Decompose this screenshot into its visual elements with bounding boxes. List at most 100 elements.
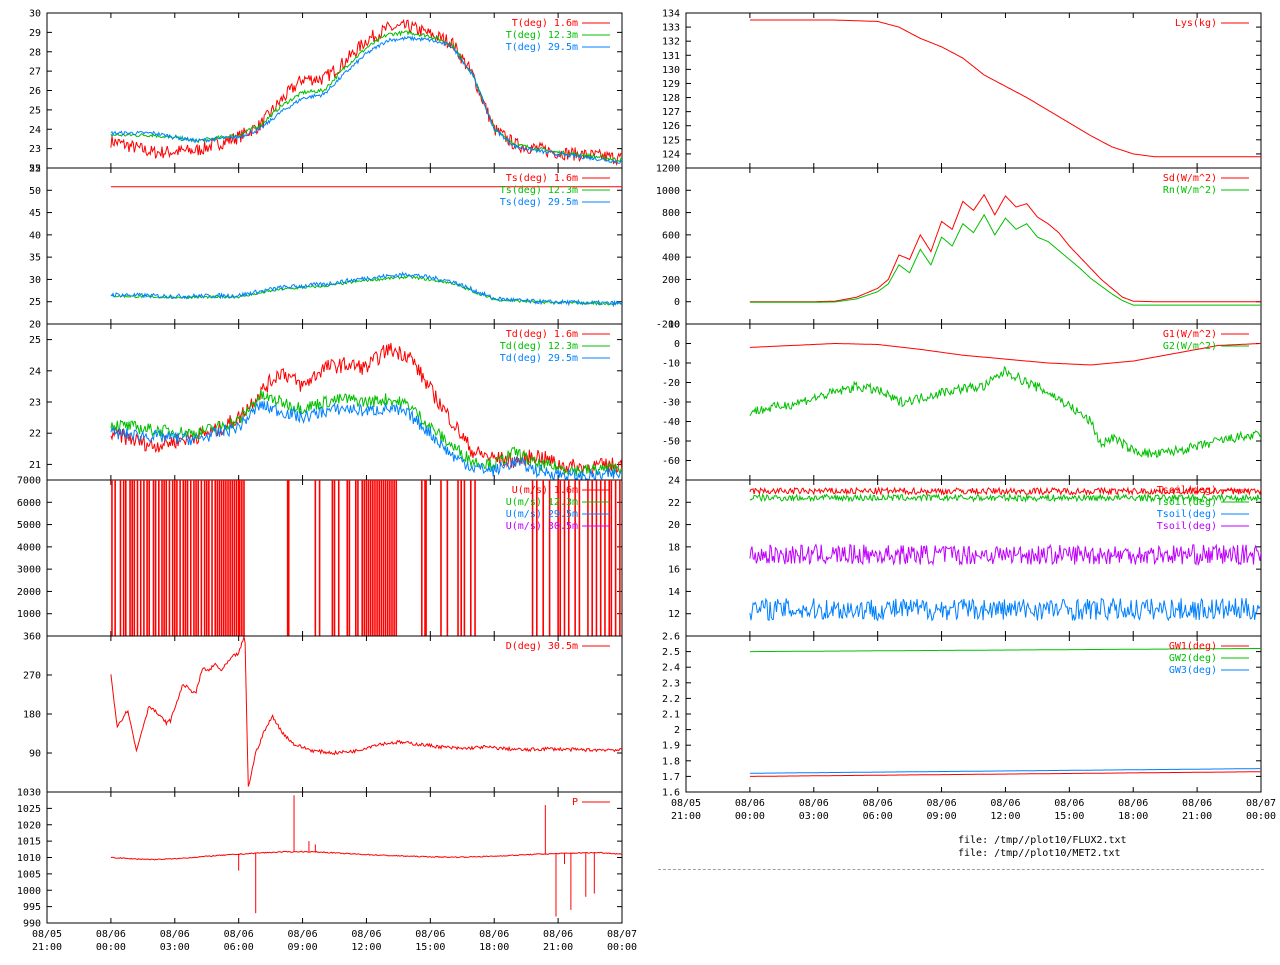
x-tick-date: 08/06 — [735, 798, 765, 809]
y-tick-label: 400 — [662, 253, 680, 264]
y-tick-label: -30 — [662, 398, 680, 409]
y-tick-label: 127 — [662, 107, 680, 118]
y-tick-label: 131 — [662, 51, 680, 62]
legend-label: Td(deg) 1.6m — [506, 329, 578, 340]
plot-area — [749, 19, 1261, 158]
panel-frame — [46, 791, 623, 924]
y-tick-label: 800 — [662, 208, 680, 219]
series-line — [110, 636, 622, 787]
panel-right-1: 124 125 126 127 128 129 130 131 132 133 134 Lys(kg) — [662, 9, 1262, 169]
y-tick-label: 55 — [29, 164, 41, 175]
x-tick-time: 00:00 — [735, 811, 765, 822]
y-tick-label: 2.4 — [662, 663, 680, 674]
y-tick-label: 6000 — [17, 498, 41, 509]
y-tick-label: 1005 — [17, 869, 41, 880]
series-line — [749, 19, 1261, 158]
y-tick-label: 200 — [662, 275, 680, 286]
y-tick-label: 3000 — [17, 565, 41, 576]
y-tick-label: 16 — [668, 565, 680, 576]
x-tick-time: 00:00 — [607, 942, 637, 953]
plot-area — [749, 485, 1261, 622]
x-tick-time: 21:00 — [543, 942, 573, 953]
x-tick-date: 08/05 — [32, 929, 62, 940]
y-tick-label: 25 — [29, 105, 41, 116]
legend-label: Tsoil(deg) — [1157, 497, 1217, 508]
legend-label: GW3(deg) — [1169, 665, 1217, 676]
x-tick-date: 08/06 — [288, 929, 318, 940]
y-tick-label: 990 — [23, 919, 41, 930]
y-tick-label: 28 — [29, 47, 41, 58]
y-tick-label: 600 — [662, 230, 680, 241]
x-tick-time: 21:00 — [671, 811, 701, 822]
y-tick-label: 90 — [29, 749, 41, 760]
y-tick-label: 20 — [29, 320, 41, 331]
file-notes: file: /tmp//plot10/FLUX2.txt file: /tmp/… — [958, 834, 1258, 860]
x-tick-time: 09:00 — [288, 942, 318, 953]
x-tick-time: 21:00 — [32, 942, 62, 953]
y-tick-label: 40 — [29, 230, 41, 241]
file-note-met: file: /tmp//plot10/MET2.txt — [958, 848, 1121, 859]
panel-right-2: -200 0 200 400 600 800 1000 1200 Sd(W/m^2)Rn(W/m… — [656, 164, 1262, 331]
series-line — [749, 343, 1261, 366]
series-line — [749, 768, 1261, 774]
x-tick-date: 08/06 — [1182, 798, 1212, 809]
x-tick-date: 08/06 — [415, 929, 445, 940]
x-tick-date: 08/06 — [1054, 798, 1084, 809]
y-tick-label: -40 — [662, 417, 680, 428]
series-line — [110, 343, 622, 476]
y-tick-label: 1015 — [17, 837, 41, 848]
y-tick-label: -10 — [662, 359, 680, 370]
y-tick-label: 124 — [662, 149, 680, 160]
y-tick-label: 126 — [662, 121, 680, 132]
series-line — [749, 648, 1261, 653]
y-tick-label: 4000 — [17, 542, 41, 553]
y-tick-label: 26 — [29, 86, 41, 97]
y-tick-label: 1025 — [17, 804, 41, 815]
y-tick-label: 1000 — [17, 609, 41, 620]
y-tick-label: 22 — [29, 164, 41, 175]
legend-label: Ts(deg) 1.6m — [506, 173, 578, 184]
legend-label: T(deg) 29.5m — [506, 42, 578, 53]
x-tick-date: 08/07 — [1246, 798, 1276, 809]
series-line — [749, 485, 1261, 497]
y-tick-label: 134 — [662, 9, 680, 20]
x-tick-date: 08/07 — [607, 929, 637, 940]
x-tick-time: 03:00 — [160, 942, 190, 953]
y-tick-label: 25 — [29, 335, 41, 346]
y-tick-label: 1020 — [17, 820, 41, 831]
y-tick-label: 1.8 — [662, 756, 680, 767]
y-tick-label: 27 — [29, 67, 41, 78]
y-tick-label: -60 — [662, 456, 680, 467]
x-tick-date: 08/06 — [351, 929, 381, 940]
series-line — [110, 18, 622, 167]
y-tick-label: 30 — [29, 9, 41, 20]
y-tick-label: 1200 — [656, 164, 680, 175]
y-tick-label: 2.6 — [662, 632, 680, 643]
y-tick-label: 0 — [674, 339, 680, 350]
series-line — [749, 771, 1261, 777]
y-tick-label: 7000 — [17, 476, 41, 487]
y-tick-label: 125 — [662, 135, 680, 146]
y-tick-label: 45 — [29, 208, 41, 219]
panel-frame — [685, 12, 1262, 169]
y-tick-label: 2 — [674, 725, 680, 736]
legend-label: Rn(W/m^2) — [1163, 185, 1217, 196]
y-tick-label: 0 — [674, 297, 680, 308]
plot-area — [110, 343, 622, 480]
x-tick-time: 15:00 — [415, 942, 445, 953]
y-tick-label: 22 — [29, 429, 41, 440]
y-tick-label: 50 — [29, 186, 41, 197]
y-tick-label: 133 — [662, 23, 680, 34]
panel-frame — [46, 635, 623, 793]
y-tick-label: 1.9 — [662, 741, 680, 752]
legend-label: Tsoil(deg) — [1157, 509, 1217, 520]
y-tick-label: 132 — [662, 37, 680, 48]
y-tick-label: 24 — [29, 366, 41, 377]
x-tick-time: 09:00 — [927, 811, 957, 822]
series-line — [749, 365, 1261, 458]
x-tick-date: 08/06 — [863, 798, 893, 809]
series-line — [110, 850, 622, 861]
